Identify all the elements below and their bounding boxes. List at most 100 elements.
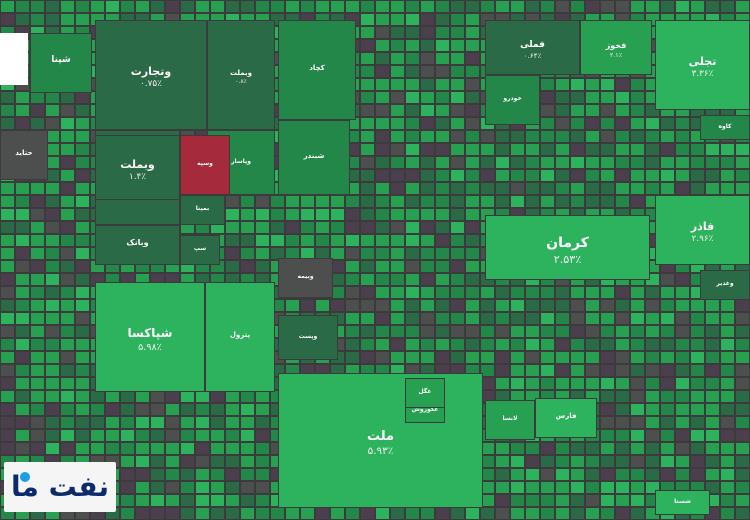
filler-tile bbox=[60, 286, 75, 299]
stock-tile[interactable]: سپ bbox=[180, 235, 220, 265]
filler-tile bbox=[465, 169, 480, 182]
filler-tile bbox=[75, 169, 90, 182]
filler-tile bbox=[330, 299, 345, 312]
filler-tile bbox=[465, 156, 480, 169]
filler-tile bbox=[15, 104, 30, 117]
filler-tile bbox=[525, 481, 540, 494]
filler-tile bbox=[585, 156, 600, 169]
filler-tile bbox=[330, 0, 345, 13]
stock-tile[interactable]: فملی ۰.۶۴٪ bbox=[485, 20, 580, 75]
filler-tile bbox=[495, 507, 510, 520]
filler-tile bbox=[645, 338, 660, 351]
stock-tile[interactable]: وغدیر bbox=[700, 270, 750, 300]
filler-tile bbox=[420, 507, 435, 520]
filler-tile bbox=[660, 182, 675, 195]
filler-tile bbox=[45, 247, 60, 260]
filler-tile bbox=[510, 442, 525, 455]
stock-tile[interactable]: فاذر ۲.۹۶٪ bbox=[655, 195, 750, 265]
stock-tile[interactable]: وپست bbox=[278, 315, 338, 360]
stock-tile[interactable]: وبملت ۱.۴٪ bbox=[95, 135, 180, 200]
filler-tile bbox=[675, 351, 690, 364]
filler-tile bbox=[375, 117, 390, 130]
filler-tile bbox=[375, 65, 390, 78]
stock-tile[interactable]: شبندر bbox=[278, 120, 350, 195]
stock-tile[interactable]: تجلی ۳.۳۶٪ bbox=[655, 20, 750, 110]
filler-tile bbox=[420, 169, 435, 182]
filler-tile bbox=[630, 507, 645, 520]
filler-tile bbox=[600, 182, 615, 195]
filler-tile bbox=[0, 364, 15, 377]
stock-tile[interactable]: شپاکسا ۵.۹۸٪ bbox=[95, 282, 205, 392]
stock-tile[interactable]: فخوز ۲.۱٪ bbox=[580, 20, 652, 75]
stock-tile[interactable]: غگل bbox=[405, 378, 445, 408]
filler-tile bbox=[315, 0, 330, 13]
filler-tile bbox=[45, 429, 60, 442]
stock-tile[interactable]: شستا bbox=[655, 490, 710, 515]
filler-tile bbox=[405, 351, 420, 364]
filler-tile bbox=[30, 325, 45, 338]
filler-tile bbox=[525, 195, 540, 208]
filler-tile bbox=[540, 351, 555, 364]
stock-tile[interactable]: کرمان ۲.۵۳٪ bbox=[485, 215, 650, 280]
filler-tile bbox=[390, 195, 405, 208]
stock-tile[interactable]: لابسا bbox=[485, 400, 535, 440]
filler-tile bbox=[630, 403, 645, 416]
filler-tile bbox=[450, 39, 465, 52]
stock-tile[interactable]: ملت ۵.۹۳٪ bbox=[278, 373, 483, 508]
filler-tile bbox=[675, 455, 690, 468]
filler-tile bbox=[630, 442, 645, 455]
filler-tile bbox=[180, 442, 195, 455]
filler-tile bbox=[705, 377, 720, 390]
filler-tile bbox=[225, 221, 240, 234]
filler-tile bbox=[480, 0, 495, 13]
filler-tile bbox=[705, 416, 720, 429]
stock-tile[interactable]: خودرو bbox=[485, 75, 540, 125]
filler-tile bbox=[540, 195, 555, 208]
filler-tile bbox=[240, 507, 255, 520]
filler-tile bbox=[420, 273, 435, 286]
filler-tile bbox=[555, 312, 570, 325]
filler-tile bbox=[630, 481, 645, 494]
stock-tile[interactable]: حتاید bbox=[0, 130, 48, 180]
filler-tile bbox=[630, 91, 645, 104]
filler-tile bbox=[645, 351, 660, 364]
stock-tile[interactable]: وسپه bbox=[180, 135, 230, 195]
filler-tile bbox=[0, 260, 15, 273]
stock-tile[interactable]: پترول bbox=[205, 282, 275, 392]
filler-tile bbox=[555, 78, 570, 91]
filler-tile bbox=[405, 234, 420, 247]
filler-tile bbox=[75, 182, 90, 195]
stock-tile[interactable]: کاوه bbox=[700, 115, 750, 140]
filler-tile bbox=[645, 299, 660, 312]
filler-tile bbox=[720, 429, 735, 442]
stock-tile[interactable]: وبیمه bbox=[278, 258, 333, 298]
stock-tile[interactable]: کچاد bbox=[278, 20, 356, 120]
stock-symbol: کرمان bbox=[546, 234, 589, 251]
stock-tile[interactable]: فارس bbox=[535, 398, 597, 438]
filler-tile bbox=[420, 208, 435, 221]
filler-tile bbox=[525, 338, 540, 351]
filler-tile bbox=[585, 117, 600, 130]
filler-tile bbox=[540, 104, 555, 117]
filler-tile bbox=[630, 468, 645, 481]
stock-change: ۰.۸٪ bbox=[235, 78, 247, 86]
filler-tile bbox=[435, 338, 450, 351]
filler-tile bbox=[420, 39, 435, 52]
filler-tile bbox=[0, 0, 15, 13]
filler-tile bbox=[540, 364, 555, 377]
filler-tile bbox=[600, 416, 615, 429]
stock-tile[interactable]: بمپنا bbox=[180, 195, 225, 225]
filler-tile bbox=[735, 429, 750, 442]
filler-tile bbox=[390, 221, 405, 234]
filler-tile bbox=[615, 195, 630, 208]
filler-tile bbox=[480, 325, 495, 338]
filler-tile bbox=[375, 312, 390, 325]
stock-tile[interactable]: وبانک bbox=[95, 225, 180, 265]
stock-tile[interactable]: وتجارت ۰.۷۵٪ bbox=[95, 20, 207, 130]
stock-tile[interactable]: شپنا bbox=[30, 33, 92, 93]
filler-tile bbox=[255, 416, 270, 429]
filler-tile bbox=[645, 468, 660, 481]
filler-tile bbox=[540, 0, 555, 13]
filler-tile bbox=[405, 299, 420, 312]
stock-tile[interactable]: وبملت ۰.۸٪ bbox=[207, 20, 275, 130]
